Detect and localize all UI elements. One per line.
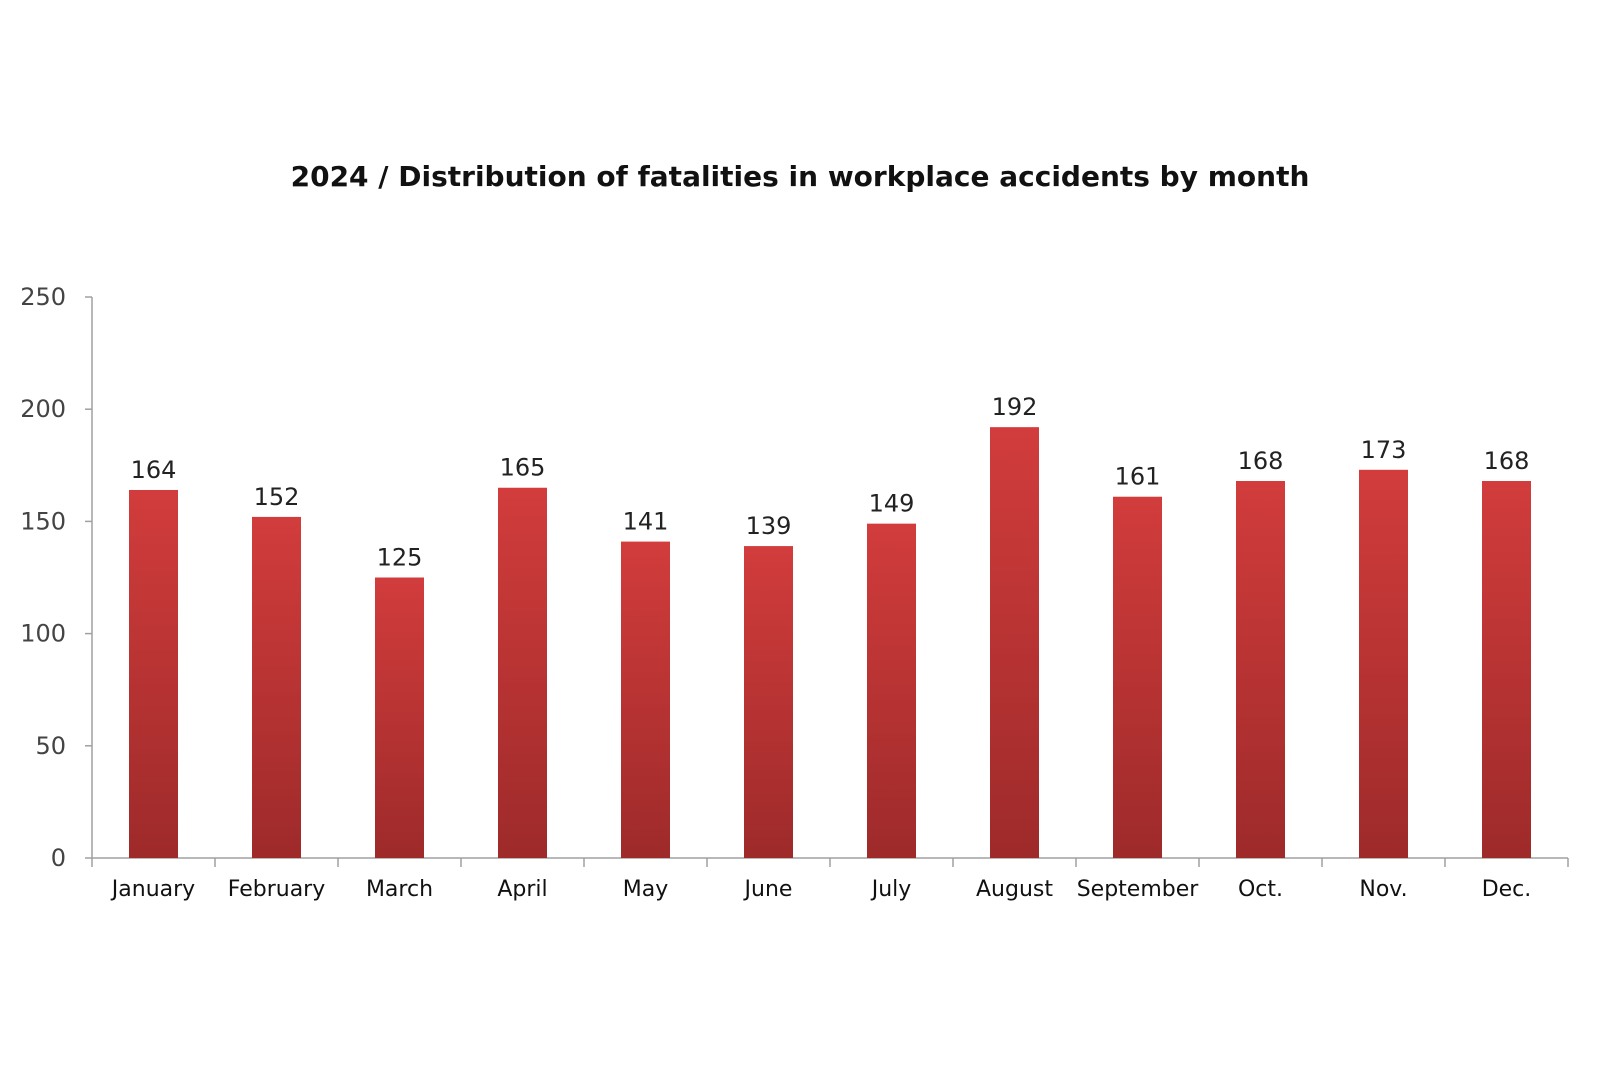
- bar-value-label: 139: [746, 512, 792, 540]
- bars: [129, 427, 1531, 858]
- y-tick-label: 250: [20, 283, 66, 311]
- y-tick-label: 150: [20, 507, 66, 535]
- x-tick-label: January: [110, 877, 195, 902]
- bar-value-label: 165: [500, 454, 546, 482]
- x-tick-label: Nov.: [1359, 877, 1407, 902]
- bar: [990, 427, 1039, 858]
- x-tick-label: May: [623, 877, 668, 902]
- x-tick-label: April: [497, 877, 547, 902]
- bar-value-label: 152: [254, 483, 300, 511]
- bar-value-label: 164: [131, 456, 177, 484]
- bar-value-label: 192: [992, 393, 1038, 421]
- data-labels: 164 152 125 165 141 139 149 192 161 168 173 168: [131, 393, 1530, 571]
- bar-value-label: 149: [869, 490, 915, 518]
- bar: [1236, 481, 1285, 858]
- y-tick-label: 200: [20, 395, 66, 423]
- bar-value-label: 168: [1484, 447, 1530, 475]
- x-tick-label: July: [870, 877, 912, 902]
- x-axis: January February March April May June July Augu…: [91, 857, 1569, 902]
- bar: [1113, 496, 1162, 858]
- bar: [252, 516, 301, 858]
- y-axis: 0 50 100 150 200 250: [20, 283, 93, 872]
- bar: [375, 577, 424, 858]
- y-tick-label: 0: [51, 844, 66, 872]
- bar: [621, 541, 670, 858]
- x-tick-label: March: [366, 877, 433, 902]
- bar-value-label: 168: [1238, 447, 1284, 475]
- x-tick-label: June: [743, 877, 793, 902]
- bar: [498, 487, 547, 858]
- x-tick-label: February: [228, 877, 326, 902]
- chart-title: 2024 / Distribution of fatalities in wor…: [290, 160, 1310, 193]
- x-tick-label: Oct.: [1238, 877, 1283, 902]
- bar: [1482, 481, 1531, 858]
- y-tick-label: 50: [35, 732, 66, 760]
- x-tick-label: Dec.: [1482, 877, 1532, 902]
- bar: [129, 489, 178, 858]
- bar: [744, 546, 793, 858]
- bar: [1359, 469, 1408, 858]
- bar: [867, 523, 916, 858]
- x-tick-label: August: [976, 877, 1053, 902]
- bar-value-label: 141: [623, 508, 669, 536]
- bar-value-label: 125: [377, 544, 423, 572]
- bar-value-label: 161: [1115, 463, 1161, 491]
- x-tick-label: September: [1077, 877, 1200, 902]
- bar-value-label: 173: [1361, 436, 1407, 464]
- y-tick-label: 100: [20, 620, 66, 648]
